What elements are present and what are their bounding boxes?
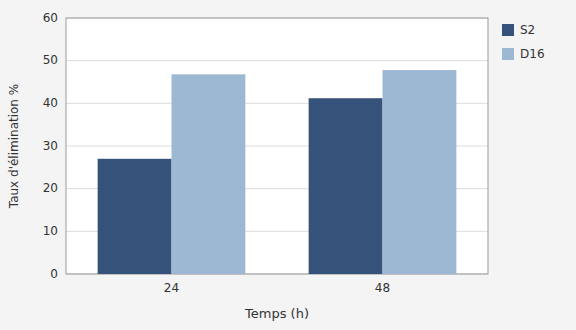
axes: 0 10 20 30 40 50 60 24 48 [43,11,488,296]
y-tick-label: 10 [43,224,58,238]
legend-swatch [502,48,514,60]
plot-background [66,18,488,274]
x-tick-label: 48 [375,281,390,295]
y-tick-label: 0 [50,267,58,281]
x-tick-label: 24 [164,281,179,295]
legend-label: D16 [520,47,545,61]
grid [66,18,488,274]
y-tick-label: 50 [43,53,58,67]
y-tick-label: 30 [43,139,58,153]
bars [98,70,457,274]
bar [98,159,172,274]
y-tick-label: 40 [43,96,58,110]
plot-frame [66,18,488,274]
y-axis-label: Taux d'élimination % [7,84,21,209]
legend-swatch [502,24,514,36]
bar [383,70,457,274]
y-tick-label: 60 [43,11,58,25]
chart-svg: 0 10 20 30 40 50 60 24 48 Temps (h) Taux d'élimina… [0,0,576,330]
legend: S2 D16 [502,23,545,61]
x-axis-label: Temps (h) [244,306,309,321]
bar [172,74,246,274]
y-tick-label: 20 [43,181,58,195]
grid-line [66,60,488,61]
chart-container: 0 10 20 30 40 50 60 24 48 Temps (h) Taux d'élimina… [0,0,576,330]
bar [309,98,383,274]
legend-label: S2 [520,23,535,37]
